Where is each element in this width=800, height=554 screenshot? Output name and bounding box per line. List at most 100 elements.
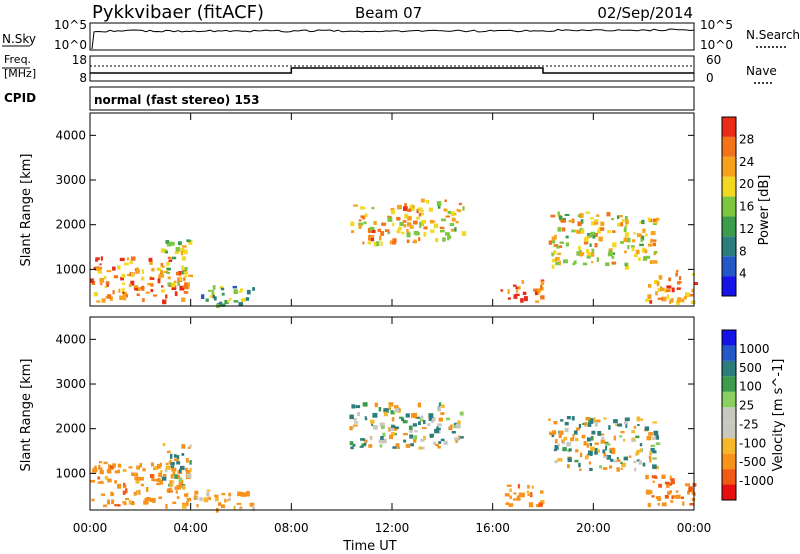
heatmap-cell	[431, 420, 434, 423]
x-tick-label: 12:00	[375, 521, 410, 535]
heatmap-cell	[389, 434, 393, 440]
heatmap-cell	[140, 483, 144, 487]
heatmap-cell	[554, 234, 557, 240]
heatmap-cell	[662, 296, 667, 302]
heatmap-cell	[690, 300, 696, 304]
heatmap-cell	[594, 219, 598, 222]
heatmap-cell	[173, 454, 177, 458]
heatmap-cell	[568, 448, 572, 452]
heatmap-cell	[388, 427, 391, 432]
heatmap-cell	[570, 437, 574, 442]
heatmap-cell	[635, 435, 640, 439]
heatmap-cell	[609, 465, 613, 469]
heatmap-cell	[175, 490, 178, 494]
heatmap-cell	[122, 484, 127, 489]
heatmap-cell	[603, 417, 607, 420]
heatmap-cell	[552, 258, 557, 263]
heatmap-cell	[379, 235, 382, 241]
heatmap-cell	[364, 416, 367, 419]
heatmap-cell	[512, 498, 518, 501]
heatmap-cell	[624, 216, 628, 220]
heatmap-cell	[636, 459, 640, 462]
heatmap-cell	[564, 421, 569, 426]
heatmap-cell	[171, 256, 177, 260]
heatmap-cell	[403, 206, 408, 211]
heatmap-cell	[149, 277, 155, 280]
heatmap-cell	[165, 240, 170, 244]
heatmap-cell	[578, 423, 582, 429]
heatmap-cell	[417, 207, 423, 212]
heatmap-cell	[558, 260, 561, 266]
heatmap-cell	[667, 491, 671, 495]
cpid-panel-frame	[89, 86, 695, 111]
heatmap-cell	[540, 285, 543, 290]
heatmap-cell	[651, 475, 657, 479]
heatmap-cell	[631, 247, 635, 252]
heatmap-cell	[579, 452, 583, 458]
power-heatmap	[90, 198, 699, 309]
heatmap-cell	[566, 442, 571, 447]
heatmap-cell	[624, 232, 629, 237]
heatmap-cell	[605, 445, 608, 451]
heatmap-cell	[558, 215, 563, 220]
heatmap-cell	[642, 247, 646, 253]
heatmap-cell	[203, 497, 209, 503]
heatmap-cell	[558, 430, 564, 435]
heatmap-cell	[408, 425, 413, 430]
heatmap-cell	[358, 222, 364, 226]
heatmap-cell	[179, 276, 182, 282]
heatmap-cell	[609, 448, 612, 453]
heatmap-cell	[186, 473, 192, 478]
heatmap-cell	[401, 231, 405, 235]
heatmap-cell	[99, 263, 102, 266]
heatmap-cell	[407, 216, 412, 221]
power-y-ticks: 4000 3000 2000 1000	[55, 128, 694, 276]
heatmap-cell	[454, 437, 459, 441]
heatmap-cell	[183, 277, 186, 281]
heatmap-cell	[101, 298, 106, 303]
heatmap-cell	[360, 206, 364, 210]
heatmap-cell	[620, 431, 625, 434]
heatmap-cell	[590, 252, 595, 257]
heatmap-cell	[91, 281, 96, 285]
heatmap-cell	[433, 223, 437, 229]
heatmap-cell	[431, 416, 436, 422]
heatmap-cell	[445, 417, 451, 421]
heatmap-cell	[588, 461, 592, 465]
heatmap-cell	[567, 457, 572, 463]
heatmap-cell	[528, 502, 534, 508]
heatmap-cell	[540, 500, 545, 505]
power-colorbar: 28 24 20 16 12 8 4	[721, 116, 754, 297]
heatmap-cell	[100, 283, 103, 286]
heatmap-cell	[608, 250, 612, 254]
velocity-y-ticks: 4000 3000 2000 1000	[55, 332, 694, 480]
heatmap-cell	[669, 490, 672, 494]
heatmap-cell	[573, 260, 577, 265]
heatmap-cell	[182, 485, 186, 490]
heatmap-cell	[240, 288, 244, 292]
heatmap-cell	[406, 208, 412, 212]
cpid-text: normal (fast stereo) 153	[94, 93, 260, 107]
heatmap-cell	[352, 443, 356, 447]
heatmap-cell	[224, 498, 227, 503]
heatmap-cell	[133, 491, 137, 496]
heatmap-cell	[123, 262, 129, 266]
heatmap-cell	[385, 408, 389, 413]
heatmap-cell	[218, 301, 223, 305]
heatmap-cell	[229, 297, 232, 301]
heatmap-cell	[416, 216, 420, 220]
heatmap-cell	[122, 490, 126, 495]
heatmap-cell	[437, 423, 442, 427]
heatmap-cell	[666, 289, 671, 292]
heatmap-cell	[449, 223, 455, 227]
heatmap-cell	[652, 457, 657, 460]
colorbar-swatch	[722, 156, 736, 177]
heatmap-cell	[188, 274, 193, 278]
heatmap-cell	[392, 222, 395, 227]
heatmap-cell	[554, 257, 559, 261]
heatmap-cell	[358, 219, 362, 222]
heatmap-cell	[567, 464, 570, 469]
heatmap-cell	[151, 476, 155, 482]
heatmap-cell	[167, 276, 171, 280]
